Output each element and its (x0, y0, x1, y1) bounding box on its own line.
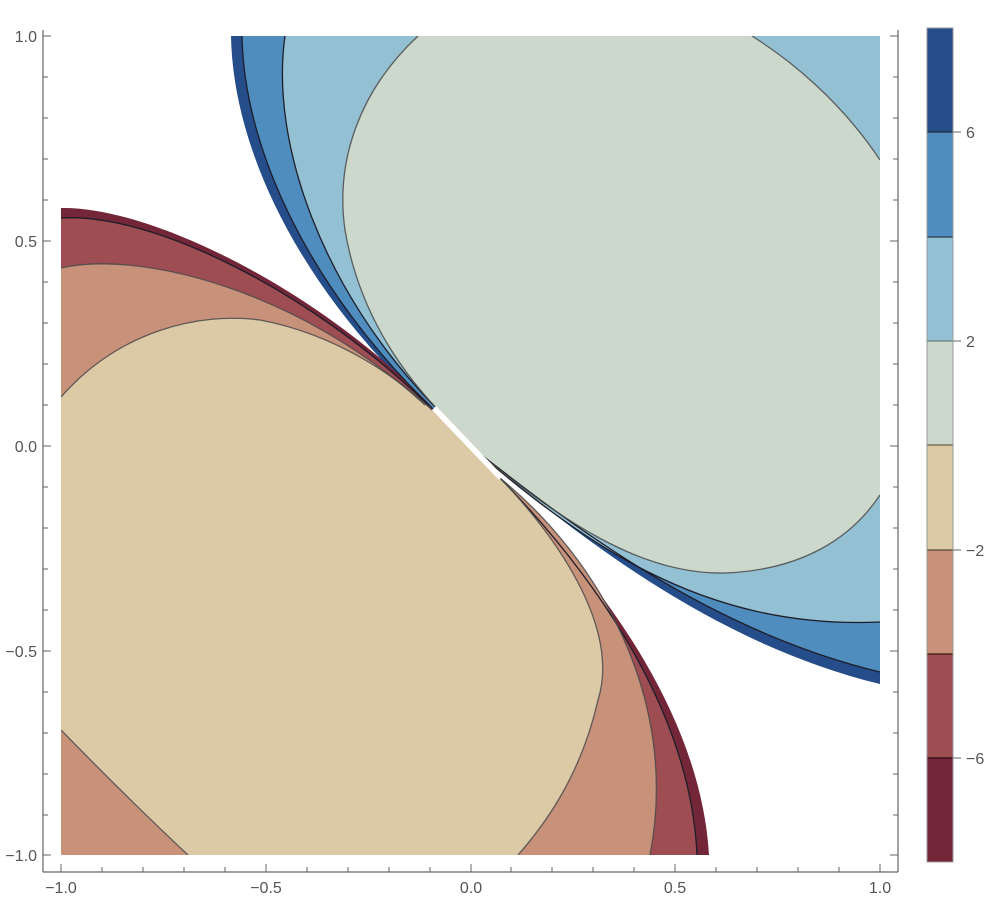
colorbar-tick-label: 6 (966, 125, 975, 142)
colorbar-band-neg6-neg4 (927, 654, 953, 759)
y-ticks (43, 35, 898, 856)
contour-line-neg2-corner (61, 729, 189, 855)
y-tick-label: 0.5 (15, 234, 37, 251)
colorbar-tick-label: −2 (966, 543, 984, 560)
colorbar-tick-label: 2 (966, 334, 975, 351)
x-tick-labels: −1.0 −0.5 0.0 0.5 1.0 (45, 880, 891, 897)
y-tick-label: −0.5 (5, 644, 37, 661)
x-tick-label: −1.0 (45, 880, 77, 897)
y-tick-label: 0.0 (15, 439, 37, 456)
colorbar-tick-label: −6 (966, 751, 984, 768)
y-tick-label: −1.0 (5, 848, 37, 865)
x-tick-label: −0.5 (250, 880, 282, 897)
y-tick-label: 1.0 (15, 29, 37, 46)
x-tick-label: 0.0 (460, 880, 482, 897)
colorbar-band-neg2-0 (927, 445, 953, 550)
undefined-gap (432, 406, 503, 480)
contour-line-2 (342, 36, 880, 574)
colorbar-band-6-8 (927, 28, 953, 133)
contour-line-neg2 (61, 317, 604, 855)
plot-area (61, 36, 880, 855)
colorbar-band-4-6 (927, 132, 953, 237)
contour-line-neg4 (61, 263, 658, 855)
contour-line-neg6 (61, 217, 698, 855)
x-ticks (60, 864, 881, 872)
colorbar-band-2-4 (927, 237, 953, 342)
y-tick-labels: −1.0 −0.5 0.0 0.5 1.0 (5, 29, 37, 865)
colorbar: 6 2 −2 −6 (926, 27, 984, 863)
contour-line-2-corner (751, 36, 880, 161)
band-0-2 (342, 36, 880, 574)
contour-line-4 (281, 36, 880, 624)
colorbar-band-0-2 (927, 341, 953, 446)
x-tick-label: 0.5 (664, 880, 686, 897)
colorbar-band-neg4-neg2 (927, 550, 953, 655)
colorbar-band-neg8-neg6 (927, 758, 953, 862)
band-neg2-0 (61, 318, 603, 855)
x-tick-label: 1.0 (869, 880, 891, 897)
